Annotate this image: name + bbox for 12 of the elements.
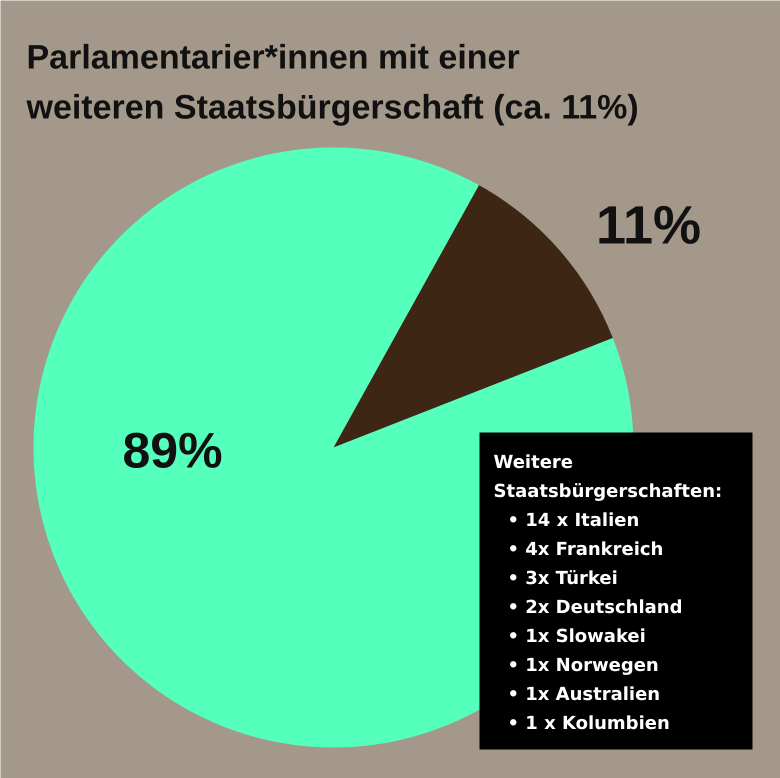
- text: • 2x Deutschland: [508, 597, 682, 618]
- text: • 1x Australien: [508, 684, 660, 705]
- text: Weitere Staatsbürgerschaften:: [494, 452, 722, 502]
- text: • 1 x Kolumbien: [508, 713, 670, 734]
- text: • 3x Türkei: [508, 568, 618, 589]
- text: • 4x Frankreich: [508, 539, 664, 560]
- chart-title: Parlamentarier*innen mit einer weiteren Staatsbürgerschaft (ca. 11%): [26, 38, 639, 126]
- data-label: 89%: [122, 422, 223, 478]
- data-label: 11%: [596, 196, 702, 256]
- text: • 14 x Italien: [508, 510, 640, 531]
- text: • 1x Slowakei: [508, 626, 646, 647]
- text: • 1x Norwegen: [508, 655, 659, 676]
